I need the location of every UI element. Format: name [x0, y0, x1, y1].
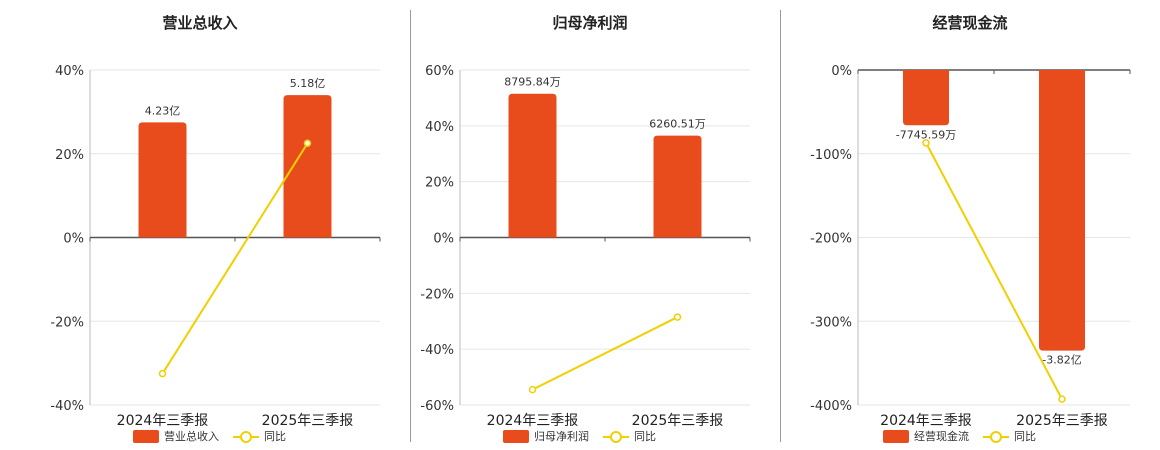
- legend-line-swatch: [603, 430, 629, 443]
- x-tick-label: 2025年三季报: [632, 413, 724, 429]
- legend-bar-swatch: [503, 429, 529, 443]
- x-tick-label: 2024年三季报: [487, 413, 579, 429]
- legend-line-label: 同比: [264, 430, 286, 443]
- x-tick-label: 2025年三季报: [1016, 413, 1108, 429]
- legend: 归母净利润 同比: [503, 428, 656, 444]
- y-tick-label: -300%: [810, 315, 852, 330]
- bar: [903, 70, 949, 126]
- y-tick-label: -400%: [810, 399, 852, 414]
- y-tick-label: 0%: [433, 232, 454, 247]
- chart-title: 营业总收入: [162, 14, 238, 32]
- y-tick-label: -20%: [50, 315, 84, 330]
- y-tick-label: 40%: [55, 64, 84, 79]
- bar: [138, 122, 187, 238]
- legend-bar-swatch: [133, 429, 159, 443]
- legend-line-label: 同比: [1014, 430, 1036, 443]
- y-tick-label: -40%: [50, 399, 84, 414]
- bar: [653, 135, 702, 238]
- yoy-point: [303, 139, 312, 148]
- bar-data-label: -7745.59万: [896, 128, 956, 141]
- chart-canvas: 0% -100% -200% -300% -400% 2024年三季报 2025年三季报 -7…: [810, 64, 1131, 429]
- bar-data-label: 4.23亿: [145, 104, 181, 117]
- panel-divider: [410, 10, 411, 442]
- y-tick-label: -40%: [420, 343, 454, 358]
- yoy-line: [532, 316, 678, 391]
- legend-bar-label: 归母净利润: [534, 430, 589, 443]
- bar-data-label: 6260.51万: [649, 118, 706, 131]
- chart-title: 归母净利润: [552, 14, 628, 32]
- x-tick-label: 2024年三季报: [880, 413, 972, 429]
- chart-panel-net-profit: 归母净利润 60% 40% 20% 0% -20% -40% -60% 2024年三季报 202…: [400, 0, 780, 450]
- bar-data-label: 8795.84万: [504, 76, 561, 89]
- y-tick-label: -60%: [420, 399, 454, 414]
- yoy-point: [528, 385, 537, 394]
- yoy-point: [1058, 395, 1066, 403]
- yoy-point: [922, 139, 930, 147]
- yoy-line: [925, 142, 1063, 400]
- bar-data-label: 5.18亿: [290, 77, 326, 90]
- legend: 经营现金流 同比: [883, 428, 1036, 444]
- yoy-line: [161, 142, 309, 375]
- legend-line-label: 同比: [634, 430, 656, 443]
- chart-panel-revenue: 营业总收入 40% 20% 0% -20% -40% 2024年三季报 2025年三季报 4.…: [0, 0, 400, 450]
- legend: 营业总收入 同比: [133, 428, 286, 444]
- y-tick-label: 20%: [55, 148, 84, 163]
- y-tick-label: 0%: [63, 232, 84, 247]
- y-tick-label: -100%: [810, 148, 852, 163]
- y-tick-label: 40%: [425, 120, 454, 135]
- legend-line-swatch: [233, 430, 259, 443]
- chart-title: 经营现金流: [932, 14, 1008, 32]
- legend-bar-label: 经营现金流: [914, 430, 969, 443]
- bar-data-label: -3.82亿: [1042, 354, 1081, 367]
- bar: [508, 93, 557, 238]
- x-tick-label: 2024年三季报: [117, 413, 209, 429]
- legend-bar-label: 营业总收入: [164, 430, 219, 443]
- yoy-point: [673, 313, 682, 321]
- chart-panel-cash-flow: 经营现金流 0% -100% -200% -300% -400% 2024年三季报 2025…: [780, 0, 1160, 450]
- y-tick-label: 20%: [425, 176, 454, 191]
- panel-divider: [780, 10, 781, 442]
- y-tick-label: -20%: [420, 287, 454, 302]
- yoy-point: [158, 369, 167, 378]
- bar: [1039, 70, 1085, 351]
- y-tick-label: -200%: [810, 232, 852, 247]
- chart-canvas: 40% 20% 0% -20% -40% 2024年三季报 2025年三季报 4.23亿 5.1…: [50, 64, 381, 429]
- legend-bar-swatch: [883, 429, 909, 443]
- x-tick-label: 2025年三季报: [262, 413, 354, 429]
- chart-canvas: 60% 40% 20% 0% -20% -40% -60% 2024年三季报 2025年三季报 8…: [420, 64, 751, 429]
- y-tick-label: 0%: [831, 64, 852, 79]
- y-tick-label: 60%: [425, 64, 454, 79]
- bar: [283, 95, 332, 238]
- legend-line-swatch: [983, 430, 1009, 443]
